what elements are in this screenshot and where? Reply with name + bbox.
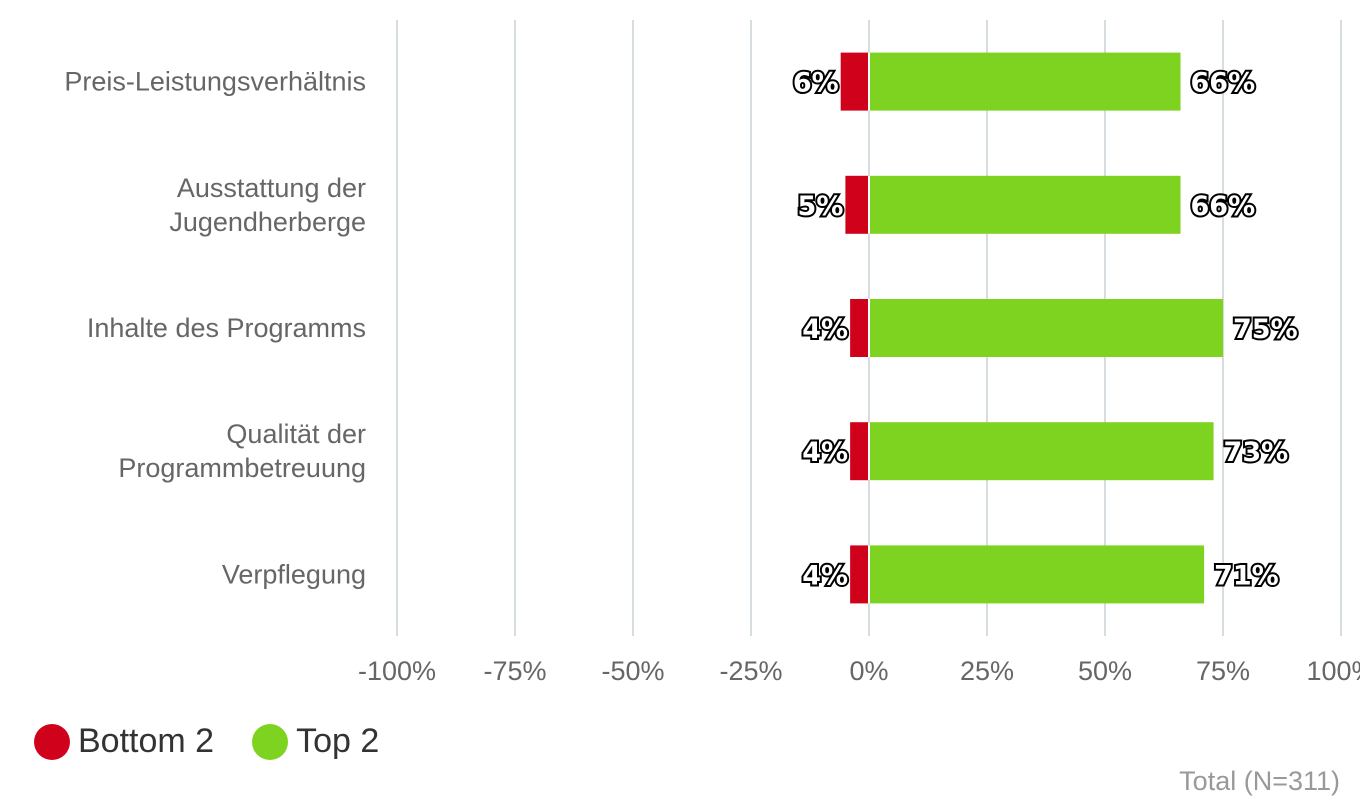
category-label: Qualität der Programmbetreuung <box>118 419 366 483</box>
category-label-line: Qualität der <box>226 419 366 449</box>
x-tick-label: 50% <box>1078 656 1132 686</box>
bar-bottom2 <box>850 545 869 604</box>
chart: 6% 66% 5% 66% 4% 75% 4% 73% 4% 71% Preis-Leistung… <box>64 20 1360 686</box>
legend-swatch-top2 <box>252 723 289 760</box>
data-label-top2: 71% <box>1214 560 1279 591</box>
category-label: Ausstattung der Jugendherberge <box>169 173 366 237</box>
bar-bottom2 <box>850 422 869 481</box>
category-label-line: Preis-Leistungsverhältnis <box>64 67 366 97</box>
bar-top2 <box>869 52 1181 111</box>
bar-top2 <box>869 175 1181 234</box>
category-label-line: Ausstattung der <box>177 173 366 203</box>
x-tick-label: 0% <box>849 656 888 686</box>
x-tick-label: -75% <box>483 656 546 686</box>
bar-top2 <box>869 299 1223 357</box>
category-label: Inhalte des Programms <box>87 313 366 343</box>
bar-bottom2 <box>850 299 869 357</box>
x-tick-label: 25% <box>960 656 1014 686</box>
category-label-line: Programmbetreuung <box>118 453 366 483</box>
data-label-bottom2: 6% <box>793 68 839 99</box>
legend-swatch-bottom2 <box>34 723 70 760</box>
bar-bottom2 <box>840 52 869 111</box>
bar-bottom2 <box>845 175 869 234</box>
data-labels: 6% 66% 5% 66% 4% 75% 4% 73% 4% 71% <box>791 66 1300 594</box>
bar-top2 <box>869 545 1205 604</box>
legend-item-bottom2: Bottom 2 <box>34 722 214 761</box>
x-tick-label: 75% <box>1196 656 1250 686</box>
data-label-bottom2: 4% <box>802 560 848 591</box>
x-axis-ticks: -100% -75% -50% -25% 0% 25% 50% 75% 100% <box>358 656 1360 686</box>
legend-label-bottom2: Bottom 2 <box>78 722 215 760</box>
category-label: Verpflegung <box>222 559 366 589</box>
data-label-bottom2: 4% <box>802 314 848 345</box>
category-label-line: Jugendherberge <box>169 207 366 237</box>
data-label-top2: 66% <box>1191 68 1256 99</box>
category-labels: Preis-Leistungsverhältnis Ausstattung der… <box>64 67 366 590</box>
data-label-top2: 73% <box>1224 437 1289 468</box>
data-label-bottom2: 5% <box>798 191 844 222</box>
data-label-bottom2: 4% <box>802 437 848 468</box>
x-tick-label: -50% <box>601 656 664 686</box>
category-label: Preis-Leistungsverhältnis <box>64 67 366 97</box>
x-tick-label: 100% <box>1306 656 1360 686</box>
sample-size-footnote: Total (N=311) <box>1179 766 1340 796</box>
legend: Bottom 2 Top 2 <box>34 722 417 761</box>
data-label-top2: 75% <box>1233 314 1298 345</box>
data-label-top2: 66% <box>1191 191 1256 222</box>
bar-top2 <box>869 422 1214 481</box>
x-tick-label: -100% <box>358 656 436 686</box>
x-tick-label: -25% <box>719 656 782 686</box>
bars <box>840 52 1223 604</box>
category-label-line: Inhalte des Programms <box>87 313 366 343</box>
legend-item-top2: Top 2 <box>252 722 379 761</box>
category-label-line: Verpflegung <box>222 559 366 589</box>
legend-label-top2: Top 2 <box>296 722 380 760</box>
